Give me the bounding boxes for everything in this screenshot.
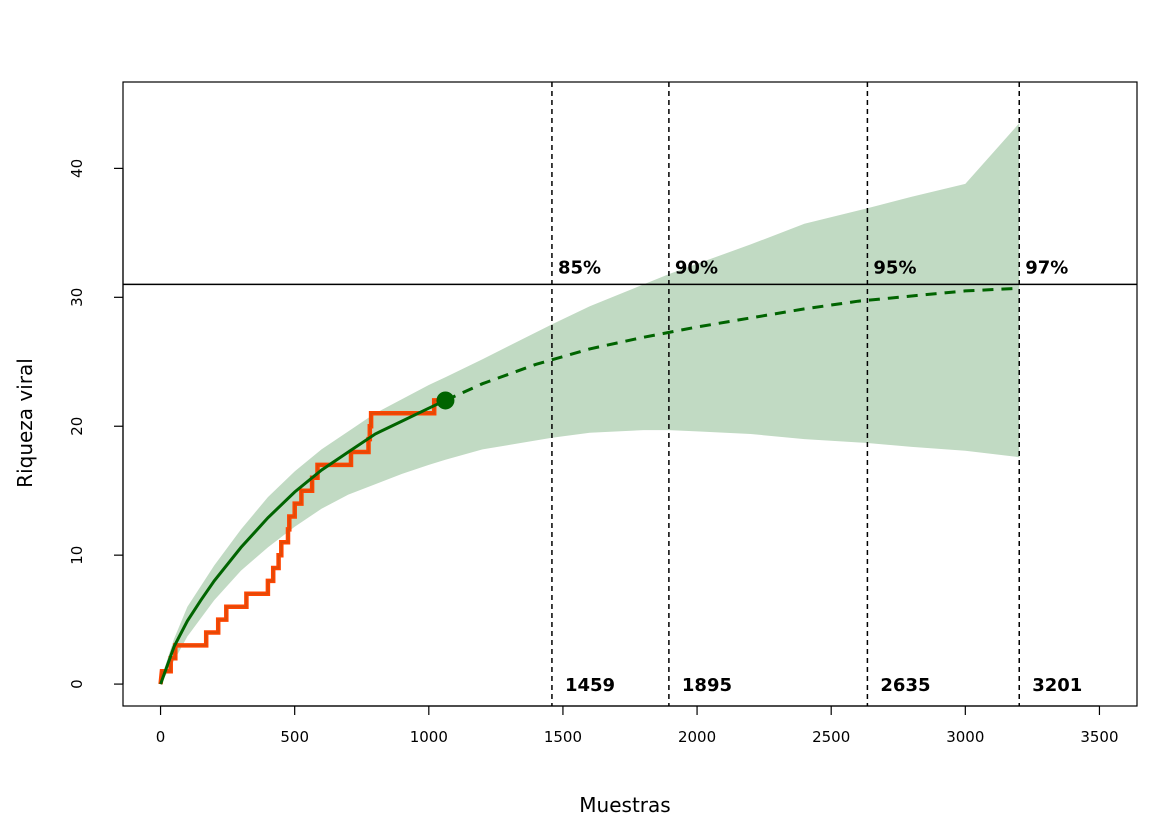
reference-sample-point	[436, 391, 455, 410]
x-tick-label: 3500	[1080, 728, 1118, 746]
x-tick-label: 1500	[544, 728, 582, 746]
coverage-label: 95%	[873, 257, 916, 278]
sample-count-label: 1895	[682, 675, 732, 696]
sample-count-label: 1459	[565, 675, 615, 696]
coverage-label: 90%	[675, 257, 718, 278]
confidence-band	[160, 123, 1020, 685]
y-tick-label: 20	[68, 417, 86, 436]
annotations: 85% 1459 90% 1895 95% 2635 97% 3201	[123, 82, 1137, 706]
x-tick-label: 2000	[678, 728, 716, 746]
x-tick-label: 3000	[946, 728, 984, 746]
sample-count-label: 3201	[1032, 675, 1082, 696]
x-tick-label: 2500	[812, 728, 850, 746]
coverage-label: 85%	[558, 257, 601, 278]
extrapolated-curve	[444, 286, 1020, 402]
x-tick-label: 0	[156, 728, 166, 746]
sample-count-label: 2635	[880, 675, 930, 696]
y-tick-label: 10	[68, 546, 86, 565]
coverage-label: 97%	[1025, 257, 1068, 278]
y-tick-label: 40	[68, 159, 86, 178]
series-lines	[158, 286, 1020, 685]
confidence-band-area	[160, 123, 1020, 685]
x-axis: 0 500 1000 1500 2000 2500 3000 3500	[156, 705, 1119, 746]
y-tick-label: 0	[68, 679, 86, 689]
observed-richness-line-core	[159, 399, 446, 685]
interpolated-curve	[159, 399, 447, 685]
y-axis-title: Riqueza viral	[13, 358, 37, 488]
y-axis: 0 10 20 30 40	[68, 159, 124, 689]
x-tick-label: 500	[280, 728, 309, 746]
x-axis-title: Muestras	[579, 793, 670, 817]
x-tick-label: 1000	[410, 728, 448, 746]
y-tick-label: 30	[68, 288, 86, 307]
